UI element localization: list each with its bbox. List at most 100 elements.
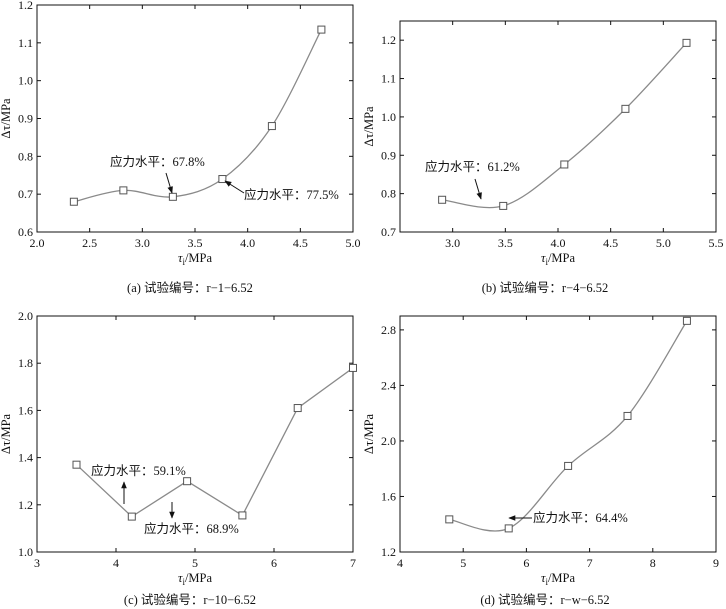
chart-panel-4: 4 5 6 7 8 9 1.2 1.6 2.0 2.4 2.8 τi/MPa Δτ/MPa 应力水平：64… xyxy=(362,315,719,607)
x-tick-label: 3.0 xyxy=(135,236,150,250)
data-point-marker xyxy=(119,186,128,195)
data-point-marker xyxy=(682,38,691,47)
x-axis-title: τi/MPa xyxy=(178,571,213,587)
x-tick-label: 5.5 xyxy=(709,236,724,250)
x-tick-label: 2.5 xyxy=(82,236,97,250)
annotation-arrow xyxy=(224,180,245,194)
y-tick-label: 2.0 xyxy=(18,309,33,323)
data-point-marker xyxy=(623,411,632,420)
data-point-marker xyxy=(293,404,302,413)
y-tick-label: 1.8 xyxy=(18,356,33,370)
x-axis-subscript: i xyxy=(545,257,548,267)
y-tick-label: 0.8 xyxy=(381,187,396,201)
data-point-marker xyxy=(682,316,691,325)
x-tick-label: 6 xyxy=(271,556,277,570)
x-tick-label: 4.0 xyxy=(551,236,566,250)
x-axis-symbol: τ xyxy=(541,571,546,585)
y-axis-title: Δτ/MPa xyxy=(0,98,13,139)
y-axis-title: Δτ/MPa xyxy=(362,106,376,147)
panel-caption: (a) 试验编号：r−1−6.52 xyxy=(127,280,253,295)
panel-caption: (d) 试验编号：r−w−6.52 xyxy=(480,592,609,607)
x-axis-unit: /MPa xyxy=(548,251,576,265)
chart-panel-2: 3.0 3.5 4.0 4.5 5.0 5.5 0.7 0.8 0.9 1.0 1.1 1.2 τi/M… xyxy=(362,20,724,295)
y-axis-title: Δτ/MPa xyxy=(0,413,13,454)
series-line xyxy=(73,29,322,203)
x-tick-label: 5 xyxy=(192,556,198,570)
y-tick-label: 1.2 xyxy=(18,498,33,512)
panel-caption: (b) 试验编号：r−4−6.52 xyxy=(482,280,609,295)
annotation-label: 应力水平：61.2% xyxy=(425,159,520,174)
x-tick-label: 8 xyxy=(650,556,656,570)
x-axis-unit: /MPa xyxy=(185,571,213,585)
y-tick-label: 1.4 xyxy=(18,451,33,465)
x-axis-symbol: τ xyxy=(178,571,183,585)
y-tick-label: 0.7 xyxy=(381,225,396,239)
series-line xyxy=(449,320,688,532)
x-tick-label: 9 xyxy=(713,556,719,570)
data-point-marker xyxy=(72,460,81,469)
x-tick-label: 5.0 xyxy=(656,236,671,250)
x-tick-label: 4 xyxy=(113,556,119,570)
x-tick-label: 4.5 xyxy=(293,236,308,250)
y-tick-label: 2.0 xyxy=(381,434,396,448)
annotation-arrow xyxy=(165,172,173,194)
y-tick-label: 1.0 xyxy=(18,545,33,559)
data-point-marker xyxy=(168,192,177,201)
data-point-marker xyxy=(267,122,276,131)
x-tick-label: 5 xyxy=(460,556,466,570)
chart-panel-3: 3 4 5 6 7 1.0 1.2 1.4 1.6 1.8 2.0 τi/MPa Δτ/MPa 应力水平：… xyxy=(0,309,357,607)
annotation-label: 应力水平：64.4% xyxy=(533,510,628,525)
data-point-marker xyxy=(238,511,247,520)
data-point-marker xyxy=(445,515,454,524)
y-tick-label: 0.9 xyxy=(18,112,33,126)
annotation-label: 应力水平：67.8% xyxy=(110,154,205,169)
x-axis-unit: /MPa xyxy=(548,571,576,585)
data-point-marker xyxy=(317,25,326,34)
annotation-label: 应力水平：77.5% xyxy=(244,187,339,202)
y-tick-label: 0.8 xyxy=(18,149,33,163)
x-axis-symbol: τ xyxy=(541,251,546,265)
x-tick-label: 3.5 xyxy=(498,236,513,250)
plot-frame xyxy=(399,315,717,553)
y-tick-label: 0.9 xyxy=(381,148,396,162)
chart-panel-1: 2.0 2.5 3.0 3.5 4.0 4.5 5.0 0.6 0.7 0.8 0.9 1.0 1.1 1… xyxy=(0,0,361,295)
x-tick-label: 3 xyxy=(34,556,40,570)
annotation-label: 应力水平：59.1% xyxy=(91,463,186,478)
x-axis-subscript: i xyxy=(182,257,185,267)
data-point-marker xyxy=(621,104,630,113)
x-axis-unit: /MPa xyxy=(185,251,213,265)
y-tick-label: 1.2 xyxy=(18,0,33,12)
series-line xyxy=(442,42,687,209)
annotation-arrow xyxy=(474,178,482,200)
data-point-marker xyxy=(127,512,136,521)
data-point-marker xyxy=(438,195,447,204)
x-axis-title: τi/MPa xyxy=(178,251,213,267)
x-tick-label: 4.5 xyxy=(603,236,618,250)
x-tick-label: 4 xyxy=(397,556,403,570)
data-point-marker xyxy=(218,175,227,184)
y-tick-label: 1.1 xyxy=(18,36,33,50)
x-tick-label: 3.0 xyxy=(445,236,460,250)
x-tick-label: 6 xyxy=(523,556,529,570)
x-axis-subscript: i xyxy=(182,577,185,587)
plot-frame xyxy=(36,315,354,553)
y-tick-label: 2.8 xyxy=(381,323,396,337)
x-tick-label: 2.0 xyxy=(30,236,45,250)
panel-caption: (c) 试验编号：r−10−6.52 xyxy=(124,592,256,607)
data-point-marker xyxy=(560,160,569,169)
y-tick-label: 1.2 xyxy=(381,33,396,47)
y-tick-label: 1.6 xyxy=(18,403,33,417)
x-axis-title: τi/MPa xyxy=(541,251,576,267)
series-line xyxy=(76,367,354,518)
y-tick-label: 1.0 xyxy=(381,110,396,124)
y-tick-label: 2.4 xyxy=(381,378,396,392)
y-tick-label: 0.6 xyxy=(18,225,33,239)
y-tick-label: 1.1 xyxy=(381,72,396,86)
data-point-marker xyxy=(69,197,78,206)
x-axis-title: τi/MPa xyxy=(541,571,576,587)
x-axis-subscript: i xyxy=(545,577,548,587)
x-tick-label: 7 xyxy=(350,556,356,570)
y-tick-label: 1.6 xyxy=(381,489,396,503)
x-tick-label: 7 xyxy=(587,556,593,570)
